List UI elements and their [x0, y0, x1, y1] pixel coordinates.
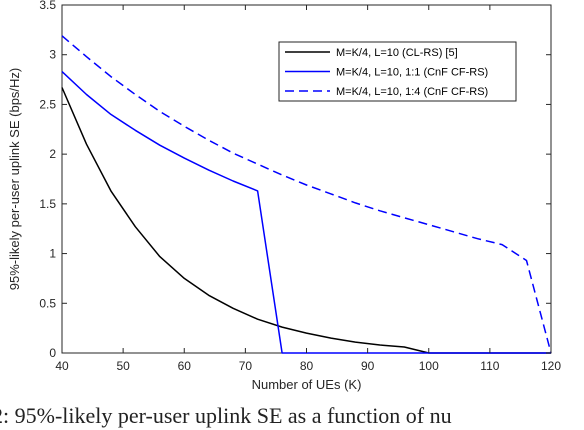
x-axis-label: Number of UEs (K)	[252, 377, 362, 392]
legend-entry-2: M=K/4, L=10, 1:1 (CnF CF-RS)	[336, 67, 488, 79]
figure-caption: 2: 95%-likely per-user uplink SE as a fu…	[0, 403, 452, 428]
y-tick-label: 0.5	[39, 296, 56, 310]
y-tick-label: 1	[49, 247, 56, 261]
x-tick-label: 60	[178, 359, 192, 373]
y-tick-label: 3	[49, 48, 56, 62]
y-tick-label: 1.5	[39, 197, 56, 211]
ticks-layer: 40 50 60 70 80 90 100 110 120 0 0.5 1 1.5 2 2.5 3 3.5	[39, 0, 561, 373]
x-tick-label: 120	[541, 359, 561, 373]
x-tick-label: 70	[239, 359, 253, 373]
y-axis-label: 95%-likely per-user uplink SE (bps/Hz)	[7, 68, 22, 291]
series-line-3	[61, 35, 552, 354]
legend-entry-3: M=K/4, L=10, 1:4 (CnF CF-RS)	[336, 86, 488, 98]
x-tick-label: 50	[116, 359, 130, 373]
y-tick-label: 2.5	[39, 97, 56, 111]
legend-entry-1: M=K/4, L=10 (CL-RS) [5]	[336, 47, 458, 59]
y-tick-label: 2	[49, 147, 56, 161]
x-tick-label: 80	[300, 359, 314, 373]
y-tick-label: 0	[49, 346, 56, 360]
legend: M=K/4, L=10 (CL-RS) [5] M=K/4, L=10, 1:1 …	[278, 41, 517, 102]
y-tick-label: 3.5	[39, 0, 56, 12]
x-tick-label: 110	[480, 359, 499, 373]
x-tick-label: 40	[55, 359, 69, 373]
x-tick-label: 90	[361, 359, 375, 373]
x-tick-label: 100	[419, 359, 439, 373]
